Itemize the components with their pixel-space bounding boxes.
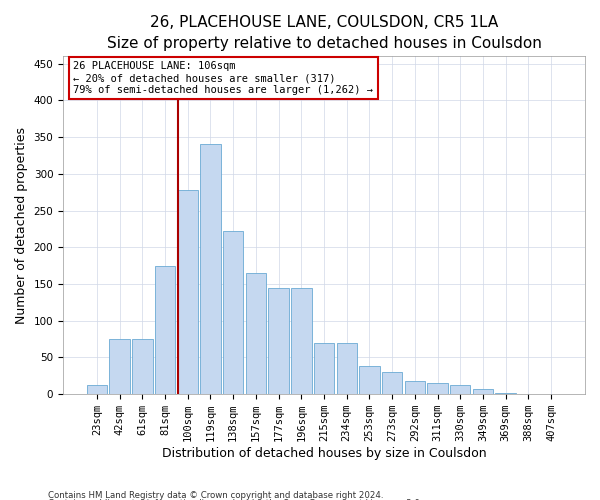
- Text: Contains HM Land Registry data © Crown copyright and database right 2024.: Contains HM Land Registry data © Crown c…: [48, 490, 383, 500]
- Bar: [268, 288, 289, 394]
- Bar: [404, 381, 425, 394]
- X-axis label: Distribution of detached houses by size in Coulsdon: Distribution of detached houses by size …: [162, 447, 487, 460]
- Text: Contains public sector information licensed under the Open Government Licence v3: Contains public sector information licen…: [48, 499, 422, 500]
- Bar: [337, 343, 357, 394]
- Bar: [155, 266, 175, 394]
- Bar: [223, 231, 244, 394]
- Title: 26, PLACEHOUSE LANE, COULSDON, CR5 1LA
Size of property relative to detached hou: 26, PLACEHOUSE LANE, COULSDON, CR5 1LA S…: [107, 15, 541, 51]
- Bar: [427, 383, 448, 394]
- Bar: [200, 144, 221, 394]
- Bar: [178, 190, 198, 394]
- Bar: [359, 366, 380, 394]
- Bar: [245, 273, 266, 394]
- Bar: [473, 389, 493, 394]
- Bar: [314, 343, 334, 394]
- Bar: [109, 339, 130, 394]
- Bar: [291, 288, 311, 394]
- Bar: [87, 386, 107, 394]
- Bar: [382, 372, 403, 394]
- Bar: [132, 339, 152, 394]
- Bar: [450, 386, 470, 394]
- Y-axis label: Number of detached properties: Number of detached properties: [15, 127, 28, 324]
- Text: 26 PLACEHOUSE LANE: 106sqm
← 20% of detached houses are smaller (317)
79% of sem: 26 PLACEHOUSE LANE: 106sqm ← 20% of deta…: [73, 62, 373, 94]
